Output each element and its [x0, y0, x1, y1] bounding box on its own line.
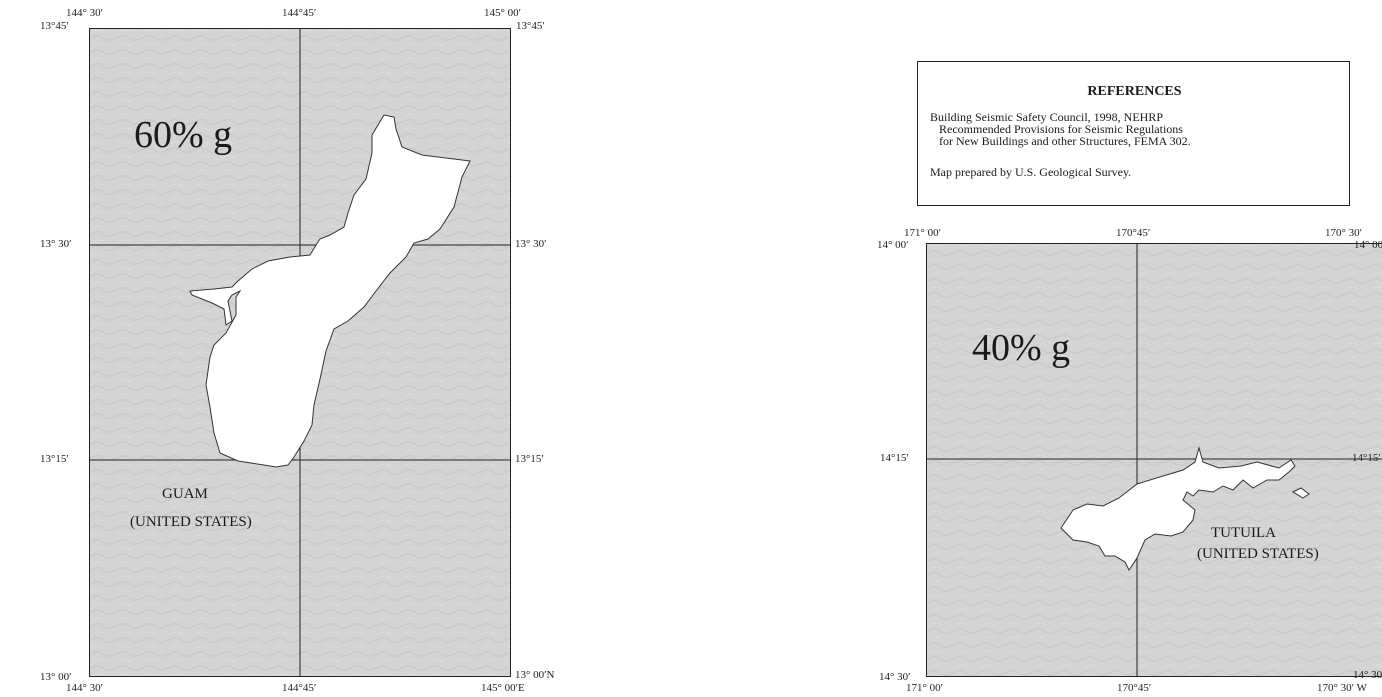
reference-line-2: Recommended Provisions for Seismic Regul… [939, 122, 1183, 136]
guam-lat-mid-right: 13° 30′ [515, 238, 547, 250]
guam-lon-top-mid: 144°45′ [282, 7, 317, 19]
reference-line-4: Map prepared by U.S. Geological Survey. [930, 165, 1132, 179]
tutuila-place-country: (UNITED STATES) [1197, 546, 1319, 562]
reference-line-3: for New Buildings and other Structures, … [939, 134, 1191, 148]
tutuila-lon-bottom-mid: 170°45′ [1117, 682, 1152, 694]
guam-lat-bottom-right: 13° 00′N [515, 669, 555, 681]
guam-map-graphic [90, 29, 510, 676]
tutuila-lon-top-left: 171° 00′ [904, 227, 942, 239]
tutuila-islet-shape [1291, 487, 1310, 499]
guam-lat-top-right: 13°45′ [516, 20, 545, 32]
tutuila-hazard-value: 40% g [972, 327, 1071, 369]
references-title: REFERENCES [1087, 84, 1182, 99]
guam-lat-low-right: 13°15′ [515, 453, 544, 465]
tutuila-lon-bottom-left: 171° 00′ [906, 682, 944, 694]
tutuila-lon-top-mid: 170°45′ [1116, 227, 1151, 239]
guam-lon-bottom-right: 145° 00′E [481, 682, 525, 694]
guam-place-name: GUAM [162, 486, 208, 502]
guam-lon-bottom-mid: 144°45′ [282, 682, 317, 694]
tutuila-lon-top-right: 170° 30′ [1325, 227, 1363, 239]
guam-lon-bottom-left: 144° 30′ [66, 682, 104, 694]
guam-lon-top-right: 145° 00′ [484, 7, 522, 19]
tutuila-lat-top-left: 14° 00′ [877, 239, 909, 251]
tutuila-lat-top-right: 14° 00′ [1354, 239, 1382, 251]
guam-map-frame [89, 28, 511, 677]
ocean-texture [927, 244, 1382, 676]
tutuila-island-shape [1060, 446, 1296, 571]
reference-line-1: Building Seismic Safety Council, 1998, N… [930, 110, 1163, 124]
tutuila-map-frame [926, 243, 1382, 677]
guam-lat-top-left: 13°45′ [40, 20, 69, 32]
guam-place-country: (UNITED STATES) [130, 514, 252, 530]
tutuila-map-graphic [927, 244, 1382, 676]
tutuila-lon-bottom-right: 170° 30′ W [1317, 682, 1367, 694]
references-box: REFERENCES Building Seismic Safety Counc… [917, 61, 1350, 206]
tutuila-lat-mid-right: 14°15′ [1352, 452, 1381, 464]
guam-lat-bottom-left: 13° 00′ [40, 671, 72, 683]
guam-hazard-value: 60% g [134, 114, 233, 156]
guam-lat-low-left: 13°15′ [40, 453, 69, 465]
tutuila-lat-mid-left: 14°15′ [880, 452, 909, 464]
tutuila-place-name: TUTUILA [1211, 525, 1276, 541]
tutuila-lat-bottom-left: 14° 30′ [879, 671, 911, 683]
guam-island-shape [189, 114, 471, 468]
tutuila-lat-bottom-right: 14° 30′ [1353, 669, 1382, 681]
guam-lon-top-left: 144° 30′ [66, 7, 104, 19]
guam-lat-mid-left: 13° 30′ [40, 238, 72, 250]
